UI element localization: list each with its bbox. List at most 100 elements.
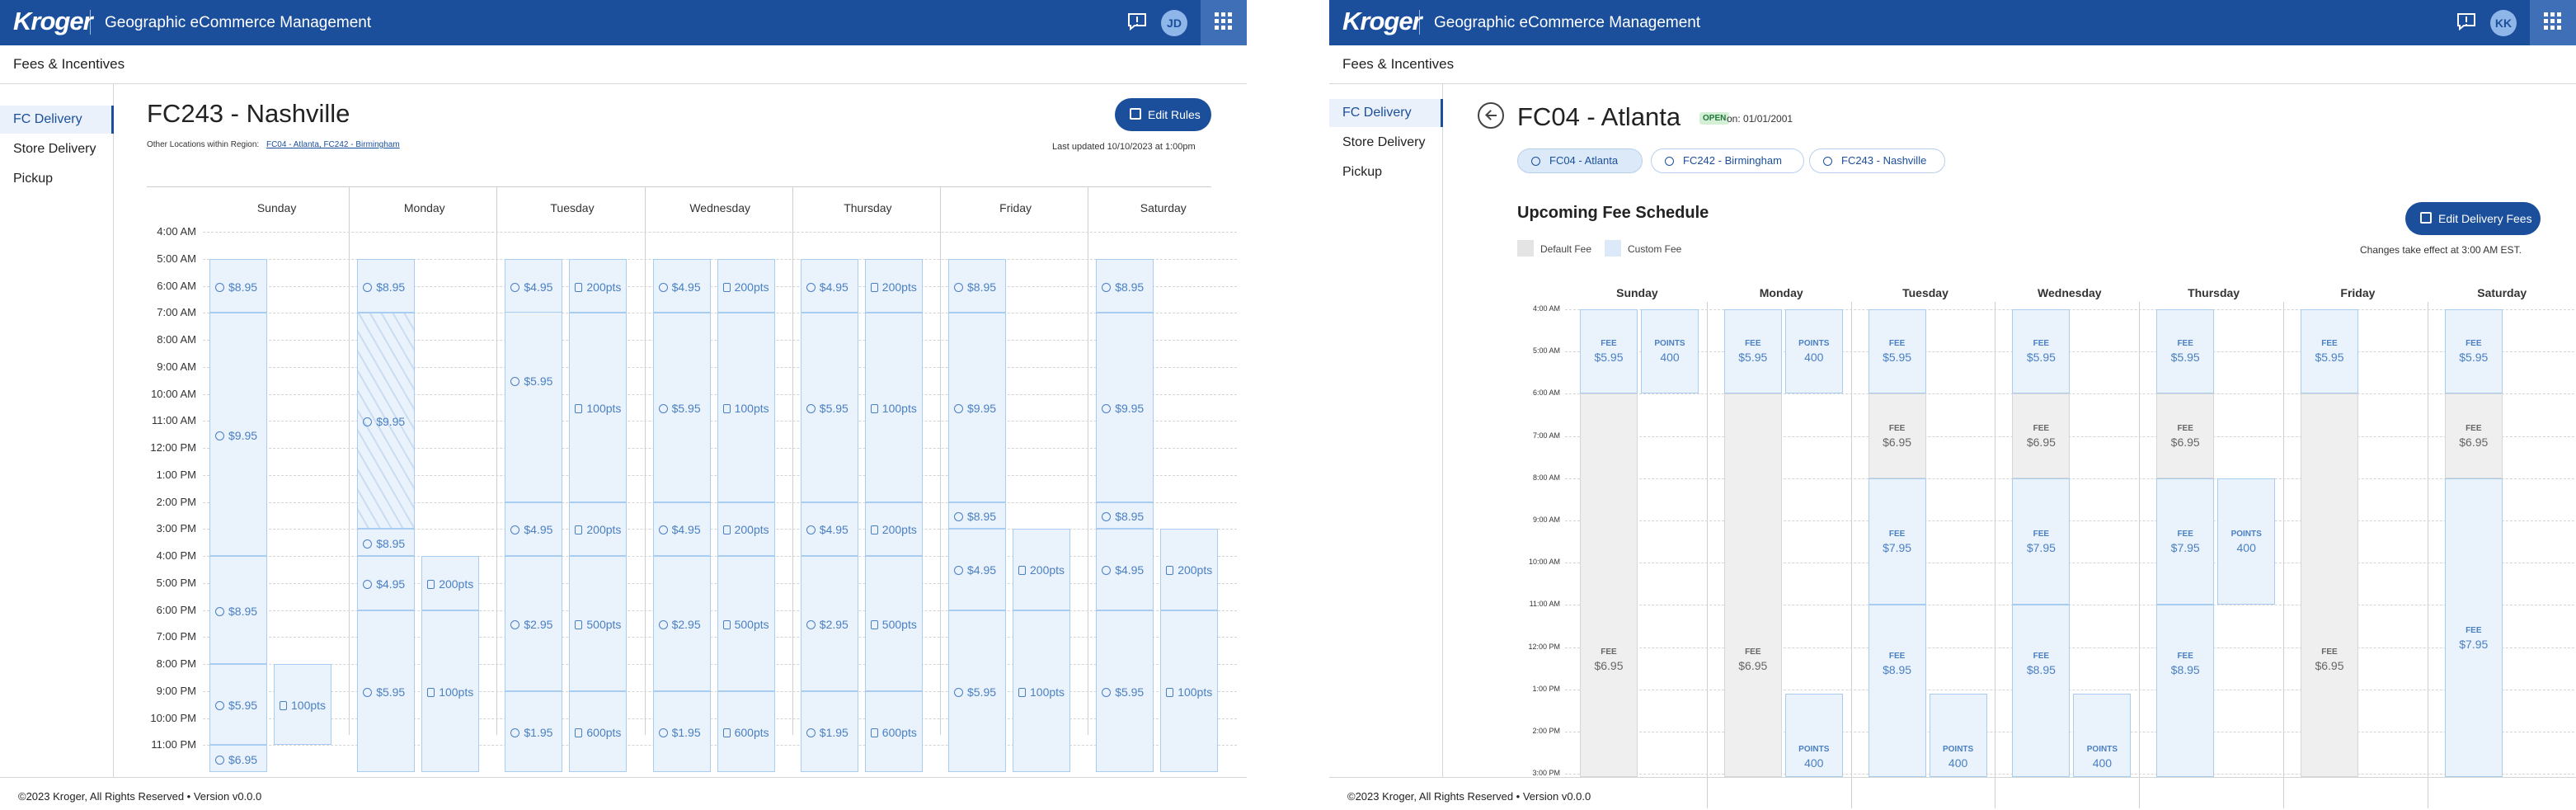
sidebar-item-fc-delivery[interactable]: FC Delivery	[0, 106, 114, 134]
kroger-logo[interactable]: Kroger	[13, 7, 93, 35]
fee-block[interactable]: FEE $5.95	[2012, 309, 2071, 394]
fee-block[interactable]: FEE $8.95	[1868, 605, 1926, 777]
points-block[interactable]: POINTS 400	[2217, 478, 2276, 605]
fee-block[interactable]: $9.95	[948, 313, 1006, 502]
avatar[interactable]: JD	[1161, 10, 1187, 36]
points-block[interactable]: 100pts	[864, 313, 923, 502]
fee-block[interactable]: FEE $5.95	[2156, 309, 2215, 394]
fee-block[interactable]: $8.95	[1096, 502, 1154, 530]
fee-block[interactable]: FEE $7.95	[2156, 478, 2215, 605]
fee-block[interactable]: FEE $8.95	[2156, 605, 2215, 777]
points-block[interactable]: 100pts	[1013, 610, 1070, 772]
points-block[interactable]: POINTS 400	[2073, 693, 2132, 777]
points-block[interactable]: 200pts	[569, 502, 628, 556]
fee-block[interactable]: FEE $5.95	[1580, 309, 1638, 394]
points-block[interactable]: 500pts	[717, 556, 775, 691]
fee-block[interactable]: FEE $6.95	[1580, 393, 1638, 777]
fee-block[interactable]: FEE $8.95	[2012, 605, 2071, 777]
points-block[interactable]: 600pts	[569, 690, 628, 772]
avatar[interactable]: KK	[2490, 10, 2517, 36]
kroger-logo[interactable]: Kroger	[1342, 7, 1422, 35]
fee-block[interactable]: FEE $5.95	[1723, 309, 1782, 394]
fee-block[interactable]: $2.95	[505, 556, 563, 691]
points-block[interactable]: 100pts	[421, 610, 480, 772]
fee-block[interactable]: FEE $7.95	[1868, 478, 1926, 605]
points-block[interactable]: POINTS 400	[1641, 309, 1699, 394]
back-arrow-icon[interactable]	[1478, 102, 1504, 129]
fee-block[interactable]: $9.95	[1096, 313, 1154, 502]
points-block[interactable]: 200pts	[864, 502, 923, 556]
sidebar-item-fc-delivery[interactable]: FC Delivery	[1329, 99, 1443, 127]
other-locations-link[interactable]: FC04 - Atlanta, FC242 - Birmingham	[266, 140, 400, 149]
fee-block[interactable]: FEE $7.95	[2012, 478, 2071, 605]
points-block[interactable]: 200pts	[1160, 529, 1219, 610]
points-block[interactable]: POINTS 400	[1784, 309, 1843, 394]
points-block[interactable]: 500pts	[569, 556, 628, 691]
sidebar-item-pickup[interactable]: Pickup	[1342, 165, 1383, 179]
fee-block[interactable]: FEE $5.95	[1868, 309, 1926, 394]
points-block[interactable]: 200pts	[1013, 529, 1070, 610]
fee-block[interactable]: FEE $6.95	[2301, 393, 2358, 777]
points-block[interactable]: 600pts	[717, 690, 775, 772]
fee-block[interactable]: $4.95	[652, 502, 711, 556]
fee-block[interactable]: $2.95	[652, 556, 711, 691]
fee-block[interactable]: $9.95	[209, 313, 267, 556]
fee-block[interactable]: FEE $6.95	[1868, 393, 1926, 478]
apps-grid-icon[interactable]	[2530, 0, 2576, 45]
fee-block[interactable]: FEE $5.95	[2301, 309, 2358, 394]
points-block[interactable]: 600pts	[864, 690, 923, 772]
fee-block[interactable]: $8.95	[948, 258, 1006, 313]
fee-block[interactable]: $4.95	[800, 502, 858, 556]
fee-block[interactable]: $8.95	[1096, 258, 1154, 313]
fee-block[interactable]: $8.95	[209, 556, 267, 664]
edit-rules-button[interactable]: Edit Rules	[1115, 98, 1211, 131]
points-block[interactable]: 100pts	[717, 313, 775, 502]
chip-fc04-atlanta[interactable]: FC04 - Atlanta	[1517, 148, 1643, 173]
fee-block[interactable]: $5.95	[357, 610, 416, 772]
chip-fc242-birmingham[interactable]: FC242 - Birmingham	[1651, 148, 1804, 173]
edit-delivery-fees-button[interactable]: Edit Delivery Fees	[2405, 202, 2541, 235]
fee-block[interactable]: $5.95	[209, 664, 267, 746]
points-block[interactable]: 200pts	[864, 258, 923, 313]
points-block[interactable]: 100pts	[274, 664, 331, 746]
fee-block[interactable]: $6.95	[209, 745, 267, 772]
points-block[interactable]: 200pts	[717, 502, 775, 556]
fee-block[interactable]: $4.95	[505, 258, 563, 313]
fee-block[interactable]: $4.95	[800, 258, 858, 313]
points-block[interactable]: 200pts	[421, 556, 480, 610]
sidebar-item-pickup[interactable]: Pickup	[13, 172, 54, 186]
points-block[interactable]: 100pts	[569, 313, 628, 502]
points-block[interactable]: 200pts	[569, 258, 628, 313]
fee-block[interactable]: FEE $7.95	[2444, 478, 2503, 777]
points-block[interactable]: POINTS 400	[1929, 693, 1987, 777]
fee-block[interactable]: $5.95	[800, 313, 858, 502]
fee-block[interactable]: $4.95	[948, 529, 1006, 610]
points-block[interactable]: 500pts	[864, 556, 923, 691]
sidebar-item-store-delivery[interactable]: Store Delivery	[1342, 135, 1426, 149]
fee-block[interactable]: $4.95	[505, 502, 563, 556]
points-block[interactable]: 200pts	[717, 258, 775, 313]
fee-block[interactable]: $5.95	[652, 313, 711, 502]
chip-fc243-nashville[interactable]: FC243 - Nashville	[1809, 148, 1945, 173]
fee-block[interactable]: FEE $6.95	[2444, 393, 2503, 478]
fee-block[interactable]: $2.95	[800, 556, 858, 691]
fee-block[interactable]: $9.95	[357, 313, 416, 530]
fee-block[interactable]: FEE $5.95	[2444, 309, 2503, 394]
fee-block[interactable]: $1.95	[652, 690, 711, 772]
points-block[interactable]: 100pts	[1160, 610, 1219, 772]
fee-block[interactable]: $8.95	[209, 258, 267, 313]
fee-block[interactable]: $4.95	[652, 258, 711, 313]
points-block[interactable]: POINTS 400	[1784, 693, 1843, 777]
fee-block[interactable]: $8.95	[948, 502, 1006, 530]
fee-block[interactable]: FEE $6.95	[1723, 393, 1782, 777]
fee-block[interactable]: $1.95	[505, 690, 563, 772]
fee-block[interactable]: $5.95	[1096, 610, 1154, 772]
apps-grid-icon[interactable]	[1201, 0, 1247, 45]
fee-block[interactable]: FEE $6.95	[2012, 393, 2071, 478]
fee-block[interactable]: $8.95	[357, 258, 416, 313]
fee-block[interactable]: $5.95	[948, 610, 1006, 772]
message-icon[interactable]	[2456, 12, 2477, 31]
fee-block[interactable]: $4.95	[1096, 529, 1154, 610]
sidebar-item-store-delivery[interactable]: Store Delivery	[13, 142, 96, 156]
fee-block[interactable]: $8.95	[357, 529, 416, 556]
